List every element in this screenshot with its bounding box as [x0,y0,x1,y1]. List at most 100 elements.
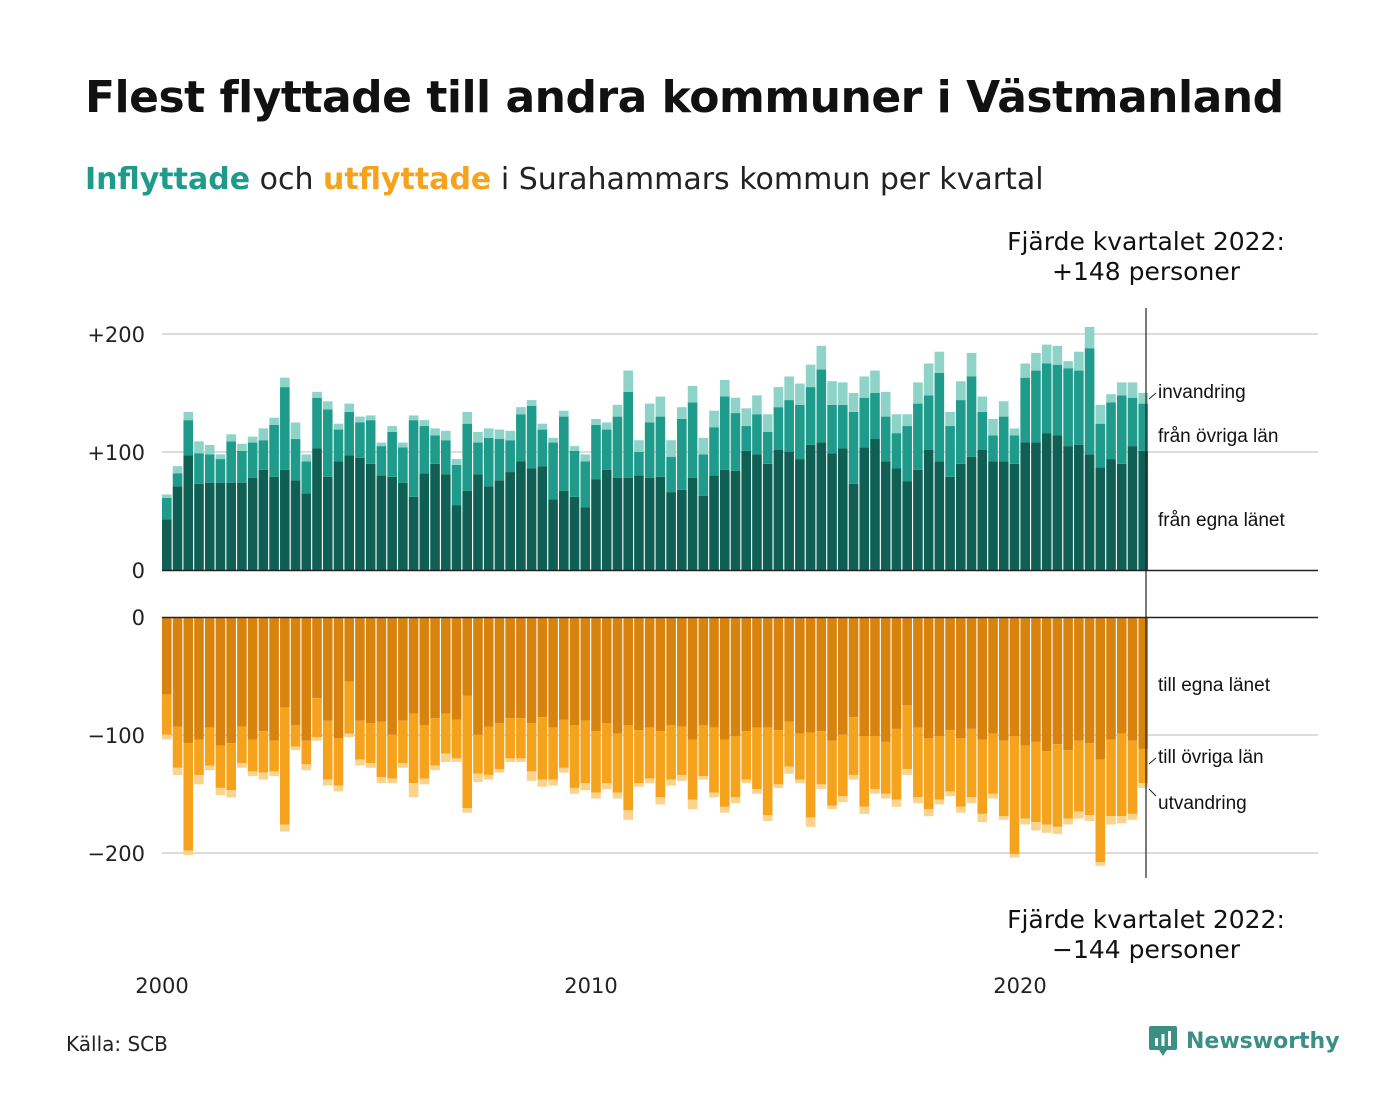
outflow-bar-emigration [215,787,226,795]
outflow-bar-own [870,618,880,736]
inflow-bar-other [741,426,752,451]
outflow-bar-own [301,618,312,741]
outflow-bar-own [612,618,623,734]
inflow-bar-own [591,479,601,570]
inflow-bar-immigration [945,411,955,427]
outflow-bar-own [312,618,322,699]
inflow-bar-immigration [1009,428,1020,436]
outflow-bar-own [269,618,279,741]
outflow-bar-own [333,618,344,739]
inflow-bar-own [698,495,709,570]
outflow-bar-own [387,618,397,735]
inflow-bar-immigration [451,459,462,465]
outflow-bar-other [204,727,215,766]
outflow-bar-emigration [612,792,623,799]
inflow-bar-other [526,405,537,469]
outflow-bar-other [408,713,419,784]
inflow-bar-own [204,482,215,570]
inflow-bar-own [365,463,376,570]
outflow-bar-emigration [387,778,397,784]
inflow-bar-immigration [1127,382,1138,398]
inflow-bar-other [773,407,784,450]
inflow-bar-other [344,411,355,456]
inflow-bar-own [290,480,301,570]
inflow-bar-immigration [1020,363,1030,378]
outflow-bar-other [569,725,580,788]
outflow-bar-emigration [322,779,333,786]
outflow-bar-other [312,698,322,738]
inflow-bar-other [483,437,494,487]
outflow-bar-other [537,717,548,780]
inflow-bar-other [376,446,387,476]
outflow-bar-other [1084,743,1095,816]
outflow-bar-emigration [1074,811,1084,819]
inflow-bar-immigration [666,440,676,457]
outflow-bar-own [1052,618,1063,745]
inflow-bar-other [473,442,483,475]
inflow-bar-own [398,482,408,570]
outflow-bars [162,618,1149,866]
outflow-bar-emigration [333,785,344,792]
outflow-bar-emigration [537,779,548,787]
outflow-bar-own [913,618,923,728]
inflow-bar-other [730,413,741,471]
inflow-bar-immigration [226,434,236,442]
inflow-bar-other [440,440,451,475]
inflow-bar-own [430,463,440,570]
inflow-bar-own [1052,435,1063,570]
outflow-bar-own [237,618,247,727]
outflow-bar-own [516,618,526,719]
annotation-top-line2: +148 personer [1052,257,1241,286]
outflow-bar-own [483,618,494,727]
label-till-ovriga-lan: till övriga län [1158,747,1264,768]
inflow-bar-own [1041,433,1052,570]
outflow-bar-emigration [601,783,612,790]
outflow-bar-emigration [1116,816,1127,824]
inflow-bar-own [440,474,451,570]
outflow-bar-own [816,618,827,732]
outflow-bar-other [1116,733,1127,817]
migration-chart: +200 +100 0 0 −100 −200 2000 2010 2020 F… [87,227,1318,998]
inflow-bar-own [891,468,902,570]
inflow-bar-other [194,453,204,484]
inflow-bar-own [1138,450,1149,570]
outflow-bar-emigration [709,792,719,798]
outflow-bar-other [226,743,236,791]
inflow-bar-other [1127,397,1138,447]
outflow-bar-own [784,618,794,722]
outflow-bar-own [580,618,591,721]
outflow-bar-emigration [956,806,966,813]
outflow-bar-emigration [483,774,494,780]
outflow-bar-other [440,713,451,754]
outflow-bar-other [387,734,397,779]
inflow-bar-other [848,411,859,484]
inflow-bar-other [1116,395,1127,464]
inflow-bar-own [580,507,591,570]
inflow-bar-immigration [172,466,183,474]
outflow-bar-own [719,618,730,740]
inflow-bar-immigration [752,395,762,415]
inflow-bar-own [183,455,194,570]
inflow-bar-immigration [355,416,365,423]
brand-logo[interactable]: Newsworthy [1148,1024,1340,1058]
outflow-bar-emigration [473,773,483,783]
inflow-bar-immigration [1106,394,1116,403]
inflow-bar-other [462,423,473,491]
inflow-bar-immigration [322,401,333,410]
outflow-bar-emigration [966,797,977,804]
outflow-bar-other [730,736,741,798]
inflow-bar-other [258,440,269,470]
outflow-bar-other [784,721,794,767]
outflow-bar-other [183,743,194,851]
inflow-bar-other [322,409,333,477]
outflow-bar-own [741,618,752,732]
inflow-bar-other [312,397,322,449]
y-tick-bottom-200: −200 [87,842,145,866]
outflow-bar-other [505,718,515,759]
outflow-bar-own [998,618,1009,741]
inflow-bar-own [837,448,848,570]
outflow-bar-other [215,745,226,788]
outflow-bar-own [623,618,633,726]
inflow-bar-immigration [312,391,322,398]
annotation-bottom-line1: Fjärde kvartalet 2022: [1007,905,1285,934]
